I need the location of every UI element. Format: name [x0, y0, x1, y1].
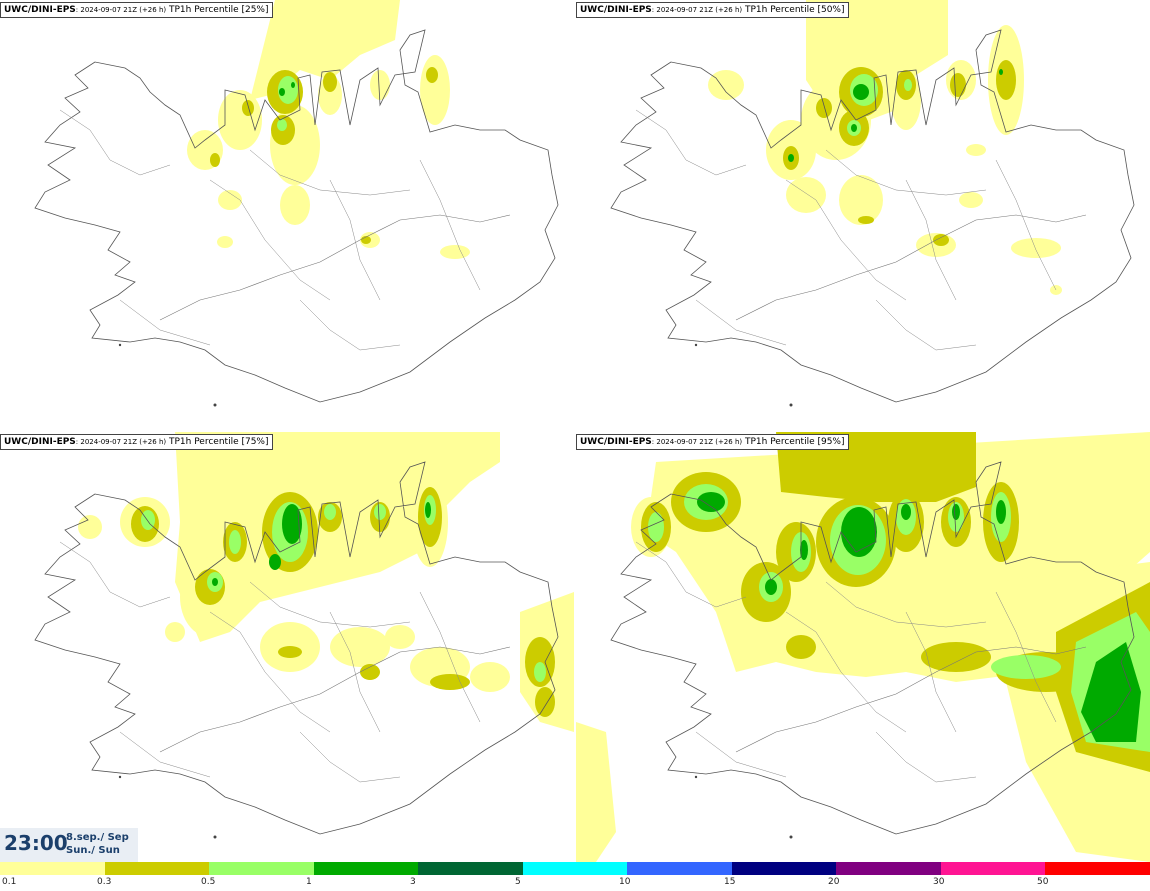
panel-title: UWC/DINI-EPS: 2024-09-07 21Z (+26 h) TP1…	[576, 434, 849, 450]
legend-swatch	[209, 862, 314, 875]
legend-label: 0.5	[201, 877, 216, 887]
legend-swatch	[627, 862, 732, 875]
model-name: UWC/DINI-EPS	[4, 437, 76, 447]
map-panel-p95: UWC/DINI-EPS: 2024-09-07 21Z (+26 h) TP1…	[576, 432, 1150, 862]
legend-swatch	[104, 862, 210, 875]
legend-label: 3	[410, 877, 416, 887]
precip-area-intense	[279, 82, 295, 96]
legend-swatch	[940, 862, 1046, 875]
field-label: TP1h Percentile [25%]	[166, 5, 269, 15]
legend-swatch	[522, 862, 628, 875]
valid-time: 23:00	[4, 831, 68, 855]
legend-label: 20	[828, 877, 840, 887]
precip-area-intense	[788, 69, 1003, 162]
legend-swatch	[418, 862, 523, 875]
legend-bar	[0, 862, 1150, 875]
legend-label: 1	[306, 877, 312, 887]
legend-label: 15	[724, 877, 736, 887]
legend-swatch	[836, 862, 941, 875]
legend-label: 10	[619, 877, 631, 887]
legend-label: 5	[515, 877, 521, 887]
field-label: TP1h Percentile [75%]	[166, 437, 269, 447]
precip-area-intense	[697, 492, 1141, 742]
legend-label: 50	[1037, 877, 1049, 887]
run-time: : 2024-09-07 21Z (+26 h)	[651, 6, 743, 14]
legend-label: 30	[933, 877, 945, 887]
field-label: TP1h Percentile [50%]	[742, 5, 845, 15]
valid-date: 8.sep./ Sep Sun./ Sun	[66, 831, 129, 857]
valid-date-line: 8.sep./ Sep	[66, 832, 129, 843]
model-name: UWC/DINI-EPS	[580, 5, 652, 15]
precip-area-light	[187, 0, 470, 259]
run-time: : 2024-09-07 21Z (+26 h)	[651, 438, 743, 446]
map-panel-p25: UWC/DINI-EPS: 2024-09-07 21Z (+26 h) TP1…	[0, 0, 574, 430]
valid-day-line: Sun./ Sun	[66, 845, 120, 856]
field-label: TP1h Percentile [95%]	[742, 437, 845, 447]
map-panel-p50: UWC/DINI-EPS: 2024-09-07 21Z (+26 h) TP1…	[576, 0, 1150, 430]
run-time: : 2024-09-07 21Z (+26 h)	[75, 6, 167, 14]
model-name: UWC/DINI-EPS	[4, 5, 76, 15]
model-name: UWC/DINI-EPS	[580, 437, 652, 447]
panel-title: UWC/DINI-EPS: 2024-09-07 21Z (+26 h) TP1…	[0, 2, 273, 18]
legend-swatch	[1045, 862, 1150, 875]
valid-time-box: 23:00 8.sep./ Sep Sun./ Sun	[0, 828, 138, 862]
legend-swatch	[731, 862, 837, 875]
map-panel-p75: UWC/DINI-EPS: 2024-09-07 21Z (+26 h) TP1…	[0, 432, 574, 862]
precip-area-intense	[212, 502, 431, 586]
legend-label: 0.1	[2, 877, 17, 887]
legend-swatch	[0, 862, 105, 875]
legend-label: 0.3	[97, 877, 112, 887]
run-time: : 2024-09-07 21Z (+26 h)	[75, 438, 167, 446]
legend-swatch	[313, 862, 419, 875]
color-legend: 0.1 0.3 0.5 1 3 5 10 15 20 30 50	[0, 862, 1150, 891]
precip-area-light	[708, 0, 1062, 295]
panel-title: UWC/DINI-EPS: 2024-09-07 21Z (+26 h) TP1…	[0, 434, 273, 450]
precip-area-light	[78, 432, 574, 732]
panel-title: UWC/DINI-EPS: 2024-09-07 21Z (+26 h) TP1…	[576, 2, 849, 18]
